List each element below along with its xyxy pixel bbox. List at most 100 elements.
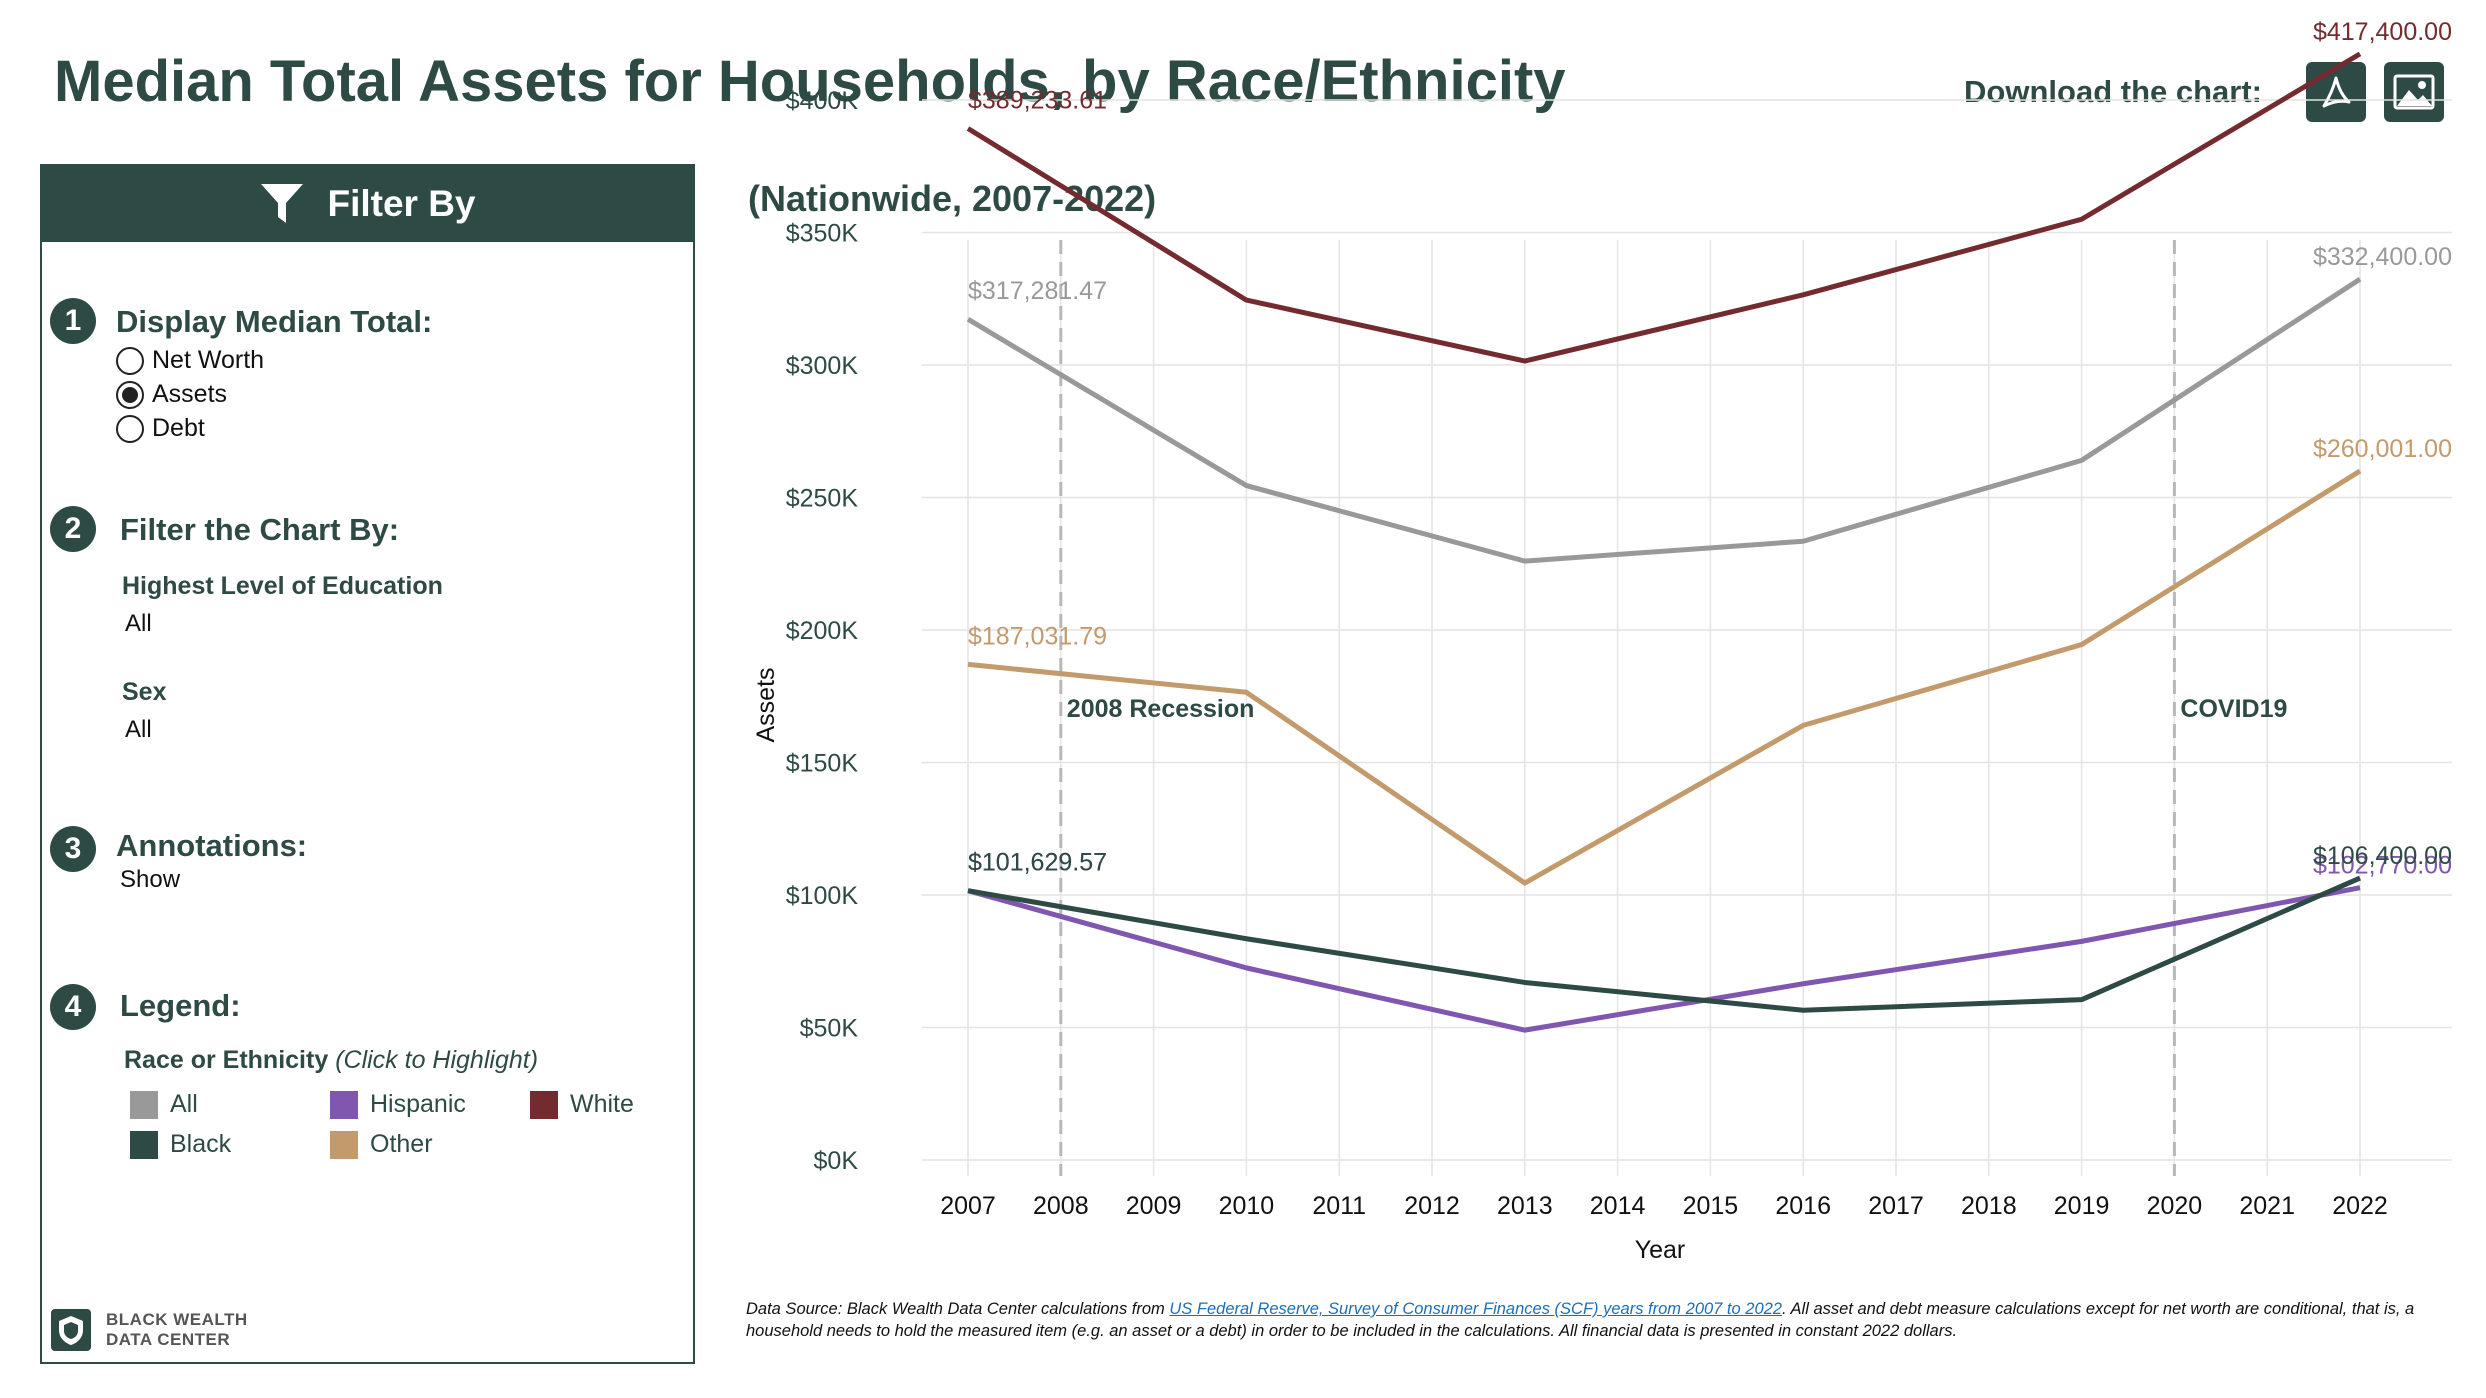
image-download-button[interactable] <box>2384 62 2444 122</box>
education-filter-label: Highest Level of Education <box>122 572 443 600</box>
step-number-4: 4 <box>50 984 96 1030</box>
data-label-start: $317,281.47 <box>968 277 1107 305</box>
x-tick-label: 2021 <box>2239 1192 2295 1220</box>
x-tick-label: 2015 <box>1683 1192 1739 1220</box>
y-tick-label: $250K <box>786 485 859 513</box>
series-line-hispanic <box>967 885 2361 1033</box>
step-number-1: 1 <box>50 298 96 344</box>
logo-line-2: DATA CENTER <box>106 1330 231 1349</box>
sex-filter-select[interactable]: All <box>125 716 152 743</box>
image-download-icon <box>2393 74 2435 110</box>
legend-label: All <box>170 1090 198 1118</box>
series-line-black <box>967 875 2362 1013</box>
legend-swatch <box>130 1090 158 1119</box>
legend-label: Other <box>370 1130 433 1158</box>
radio-label: Net Worth <box>152 346 265 374</box>
legend-item-white[interactable]: White <box>530 1090 634 1119</box>
legend-item-all[interactable]: All <box>130 1090 198 1119</box>
step-number-3: 3 <box>50 826 96 872</box>
y-tick-label: $100K <box>786 882 859 910</box>
data-label-end: $332,400.00 <box>2313 243 2452 271</box>
download-bar: Download the chart: <box>1964 62 2444 122</box>
data-label-end: $102,770.00 <box>2313 852 2452 880</box>
x-tick-label: 2013 <box>1497 1192 1553 1220</box>
annotations-section-title: Annotations: <box>116 828 308 863</box>
filter-panel: Filter By 1 Display Median Total: Net Wo… <box>40 164 695 1364</box>
x-tick-label: 2016 <box>1775 1192 1831 1220</box>
y-tick-label: $350K <box>786 220 859 248</box>
legend-item-black[interactable]: Black <box>130 1130 231 1159</box>
legend-swatch <box>330 1090 358 1119</box>
filter-panel-title: Filter By <box>327 183 476 224</box>
legend-label: White <box>570 1090 634 1118</box>
footnote-suffix: . All asset and debt measure calculation… <box>746 1300 2415 1340</box>
data-source-footnote: Data Source: Black Wealth Data Center ca… <box>746 1298 2436 1342</box>
y-axis-title: Assets <box>752 667 780 742</box>
education-filter-select[interactable]: All <box>125 610 152 637</box>
legend-swatch <box>130 1130 158 1159</box>
data-label-end: $260,001.00 <box>2313 435 2452 463</box>
line-chart: $0K $50K $100K $150K $200K $250K $300K $350K $40… <box>752 18 2452 1264</box>
y-tick-label: $0K <box>814 1147 859 1175</box>
pdf-download-button[interactable] <box>2306 62 2366 122</box>
radio-option-assets[interactable]: Assets <box>116 380 227 409</box>
data-label-start: $101,629.57 <box>968 849 1107 877</box>
sex-filter-label: Sex <box>122 678 167 706</box>
page-title: Median Total Assets for Households, by R… <box>54 49 1566 114</box>
legend-subtitle: Race or Ethnicity (Click to Highlight) <box>124 1046 538 1075</box>
radio-button[interactable] <box>116 346 144 375</box>
x-tick-label: 2012 <box>1404 1192 1460 1220</box>
y-tick-label: $300K <box>786 352 859 380</box>
display-section-title: Display Median Total: <box>116 304 433 339</box>
radio-option-debt[interactable]: Debt <box>116 414 205 443</box>
legend-label: Black <box>170 1130 232 1158</box>
legend-subtitle-bold: Race or Ethnicity <box>124 1046 329 1074</box>
shield-logo-icon <box>51 1309 91 1351</box>
annotation-label: 2008 Recession <box>1067 695 1255 723</box>
download-label: Download the chart: <box>1964 74 2262 109</box>
x-tick-label: 2020 <box>2147 1192 2203 1220</box>
data-label-start: $187,031.79 <box>968 622 1107 650</box>
x-tick-label: 2008 <box>1033 1192 1089 1220</box>
y-tick-label: $150K <box>786 750 859 778</box>
y-tick-label: $400K <box>786 87 859 115</box>
annotations-toggle[interactable]: Show <box>120 866 181 893</box>
logo-line-1: BLACK WEALTH <box>106 1310 248 1329</box>
data-label-end: $417,400.00 <box>2313 18 2452 46</box>
annotation-label: COVID19 <box>2180 695 2287 723</box>
x-tick-label: 2018 <box>1961 1192 2017 1220</box>
scf-source-link[interactable]: US Federal Reserve, Survey of Consumer F… <box>1169 1300 1782 1318</box>
radio-label: Debt <box>152 414 205 442</box>
radio-button[interactable] <box>116 414 144 443</box>
y-tick-label: $50K <box>800 1015 859 1043</box>
series-line-other <box>967 468 2362 886</box>
chart-subtitle: (Nationwide, 2007-2022) <box>748 178 1157 219</box>
footnote-prefix: Data Source: Black Wealth Data Center ca… <box>746 1300 1170 1318</box>
x-tick-label: 2007 <box>940 1192 996 1220</box>
legend-swatch <box>330 1130 358 1159</box>
legend-section-title: Legend: <box>120 988 241 1023</box>
filter-section-title: Filter the Chart By: <box>120 512 400 547</box>
x-tick-label: 2022 <box>2332 1192 2388 1220</box>
legend-item-other[interactable]: Other <box>330 1130 433 1159</box>
x-tick-label: 2011 <box>1312 1192 1366 1220</box>
x-tick-label: 2009 <box>1126 1192 1182 1220</box>
x-tick-label: 2014 <box>1590 1192 1646 1220</box>
series-line-all <box>966 277 2362 564</box>
radio-selected-dot <box>122 386 138 403</box>
step-number-2: 2 <box>50 506 96 552</box>
x-axis-title: Year <box>1635 1236 1686 1264</box>
filter-panel-header: Filter By <box>42 166 693 242</box>
data-label-start: $389,233.61 <box>968 87 1107 115</box>
x-tick-label: 2019 <box>2054 1192 2110 1220</box>
legend-subtitle-hint: (Click to Highlight) <box>335 1046 539 1074</box>
legend-item-hispanic[interactable]: Hispanic <box>330 1090 466 1119</box>
radio-option-net-worth[interactable]: Net Worth <box>116 346 264 375</box>
pdf-download-icon <box>2322 76 2351 108</box>
data-label-start: $101,629.57 <box>968 849 1107 877</box>
x-tick-label: 2010 <box>1219 1192 1275 1220</box>
funnel-icon <box>261 184 304 223</box>
legend-swatch <box>530 1090 558 1119</box>
radio-button[interactable] <box>116 380 144 409</box>
radio-label: Assets <box>152 380 228 408</box>
